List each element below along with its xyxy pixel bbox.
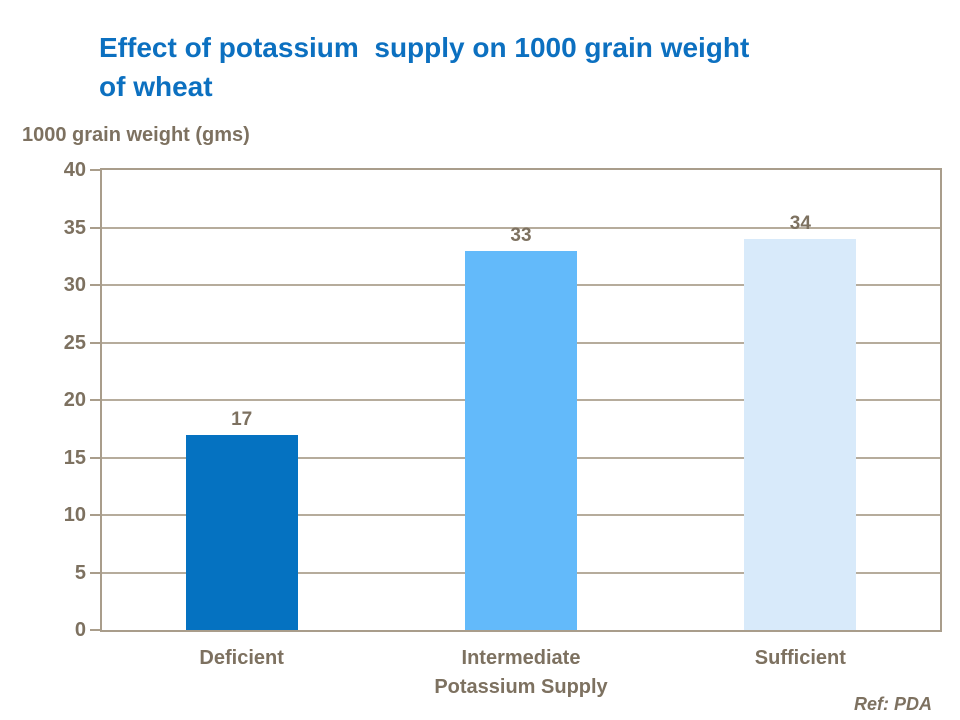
y-tick-mark: [90, 629, 102, 631]
gridline: [102, 226, 940, 229]
y-tick-mark: [90, 571, 102, 574]
plot-area: [100, 168, 942, 632]
y-tick-label: 20: [63, 389, 86, 411]
data-label: 17: [231, 408, 253, 430]
y-tick-mark: [90, 169, 102, 171]
x-tick-label-deficient: Deficient: [199, 647, 284, 669]
y-tick-label: 5: [74, 561, 86, 584]
y-tick-mark: [90, 456, 102, 459]
y-tick-mark: [90, 284, 102, 286]
y-tick-label: 35: [63, 216, 86, 239]
y-tick-label: 25: [63, 331, 86, 354]
bar-sufficient: [744, 239, 857, 630]
data-label: 34: [789, 213, 811, 234]
bar-intermediate: [465, 250, 577, 630]
y-tick-mark: [90, 514, 102, 516]
y-tick-label: 15: [63, 446, 86, 469]
y-tick-label: 0: [74, 619, 86, 641]
y-axis-title: 1000 grain weight (gms): [22, 124, 250, 146]
bar-deficient: [185, 434, 298, 630]
y-tick-label: 30: [63, 274, 86, 296]
y-tick-mark: [90, 226, 102, 229]
x-tick-label-intermediate: Intermediate: [461, 647, 581, 669]
y-tick-label: 40: [63, 159, 86, 181]
y-tick-mark: [90, 399, 102, 401]
y-tick-mark: [90, 341, 102, 344]
x-axis-title: Potassium Supply: [434, 676, 608, 698]
x-tick-label-sufficient: Sufficient: [754, 647, 846, 669]
reference-note: Ref: PDA: [853, 694, 932, 714]
chart-title: Effect of potassium supply on 1000 grain…: [99, 32, 750, 102]
y-tick-label: 10: [63, 504, 86, 526]
data-label: 33: [510, 224, 532, 246]
